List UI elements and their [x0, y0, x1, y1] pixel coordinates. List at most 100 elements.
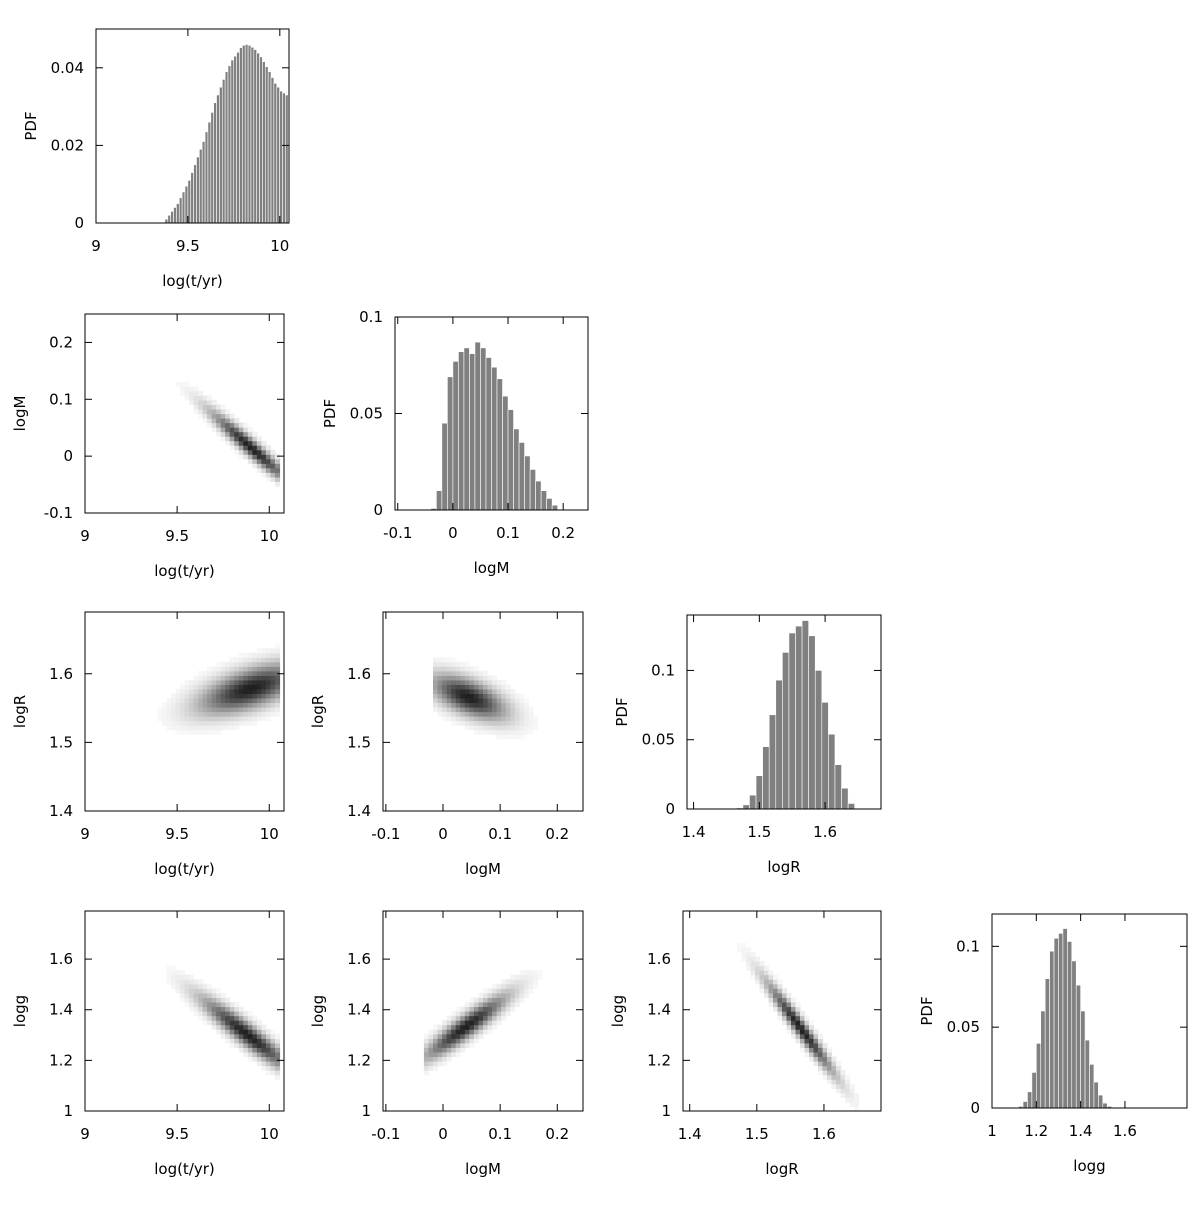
density-cell — [755, 970, 761, 976]
density-cell — [189, 711, 195, 717]
density-cell — [528, 729, 534, 735]
density-cell — [446, 702, 452, 708]
density-cell — [442, 697, 448, 704]
density-cell — [202, 706, 208, 713]
histogram-bar — [1036, 1043, 1042, 1108]
density-cell — [519, 983, 525, 989]
density-cell — [786, 997, 792, 1003]
density-cell — [202, 404, 208, 410]
density-cell — [193, 1011, 199, 1017]
density-cell — [184, 390, 190, 397]
density-cell — [782, 1015, 788, 1021]
density-cell — [207, 688, 213, 695]
density-cell — [220, 1033, 226, 1039]
histogram-bar — [801, 620, 809, 809]
x-axis-label: log(t/yr) — [154, 860, 215, 878]
density-cell — [265, 688, 272, 695]
density-cell — [455, 1042, 461, 1048]
density-cell — [261, 1065, 267, 1071]
density-cell — [211, 697, 217, 704]
density-cell — [216, 418, 222, 424]
density-cell — [220, 711, 226, 717]
density-cell — [523, 970, 530, 976]
density-cell — [229, 679, 235, 685]
histogram-bar — [775, 679, 783, 809]
density-cell — [750, 956, 756, 962]
density-cell — [782, 997, 788, 1003]
x-tick-label: 0.1 — [488, 1125, 512, 1143]
density-cell — [198, 702, 204, 708]
density-cell — [845, 1074, 851, 1080]
density-cell — [442, 702, 448, 708]
density-cell — [238, 445, 244, 451]
density-cell — [274, 467, 281, 473]
density-cell — [211, 408, 217, 415]
density-cell — [437, 711, 443, 717]
histogram-bar — [513, 428, 520, 510]
density-cell — [261, 711, 267, 717]
density-cell — [782, 988, 788, 994]
density-cell — [274, 643, 281, 649]
density-cell — [446, 666, 452, 672]
density-cell — [256, 1029, 262, 1035]
density-cell — [483, 675, 489, 681]
density-cell — [211, 399, 217, 406]
density-cell — [202, 988, 208, 994]
density-cell — [234, 679, 240, 685]
density-cell — [510, 711, 516, 717]
density-cell — [501, 716, 507, 722]
density-cell — [442, 1056, 448, 1062]
x-tick-label: 1.6 — [1113, 1122, 1137, 1140]
density-cell — [198, 988, 204, 994]
density-cell — [764, 983, 770, 989]
density-cell — [464, 725, 470, 731]
density-cell — [451, 1015, 457, 1021]
density-cell — [179, 711, 186, 717]
density-cell — [256, 1056, 262, 1062]
density-cell — [523, 729, 530, 735]
density-cell — [225, 702, 231, 708]
density-cell — [505, 983, 511, 989]
density-cell — [505, 992, 511, 998]
density-cell — [252, 693, 258, 699]
density-cell — [464, 1042, 470, 1048]
density-cell — [193, 988, 199, 994]
density-cell — [193, 395, 199, 401]
density-cell — [234, 1001, 240, 1008]
density-cell — [270, 449, 276, 455]
density-cell — [523, 979, 530, 985]
density-cell — [202, 1015, 208, 1021]
density-cell — [229, 436, 235, 442]
density-cell — [840, 1083, 846, 1089]
density-cell — [170, 720, 177, 726]
density-cell — [804, 1042, 810, 1048]
histogram-bar — [1027, 1091, 1033, 1108]
density-cell — [782, 1020, 788, 1026]
density-cell — [216, 431, 222, 437]
y-axis-label: logM — [11, 396, 29, 432]
density-cell — [483, 702, 489, 708]
density-cell — [202, 992, 208, 998]
density-cell — [533, 725, 539, 731]
density-cell — [207, 418, 213, 424]
density-cell — [256, 436, 262, 442]
density-cell — [238, 449, 244, 455]
density-cell — [496, 997, 502, 1003]
density-cell — [265, 1070, 272, 1076]
density-cell — [446, 1015, 452, 1021]
histogram-bar — [244, 44, 249, 223]
density-cell — [455, 702, 461, 708]
density-cell — [528, 988, 534, 994]
density-cell — [247, 679, 253, 685]
density-cell — [487, 1001, 493, 1008]
density-cell — [501, 702, 507, 708]
density-cell — [229, 418, 235, 424]
histogram-bar — [1084, 1039, 1090, 1108]
density-cell — [198, 983, 204, 989]
density-cell — [220, 725, 226, 731]
density-cell — [496, 729, 502, 735]
density-cell — [764, 992, 770, 998]
histogram-bar — [256, 52, 260, 223]
density-cell — [777, 997, 783, 1003]
